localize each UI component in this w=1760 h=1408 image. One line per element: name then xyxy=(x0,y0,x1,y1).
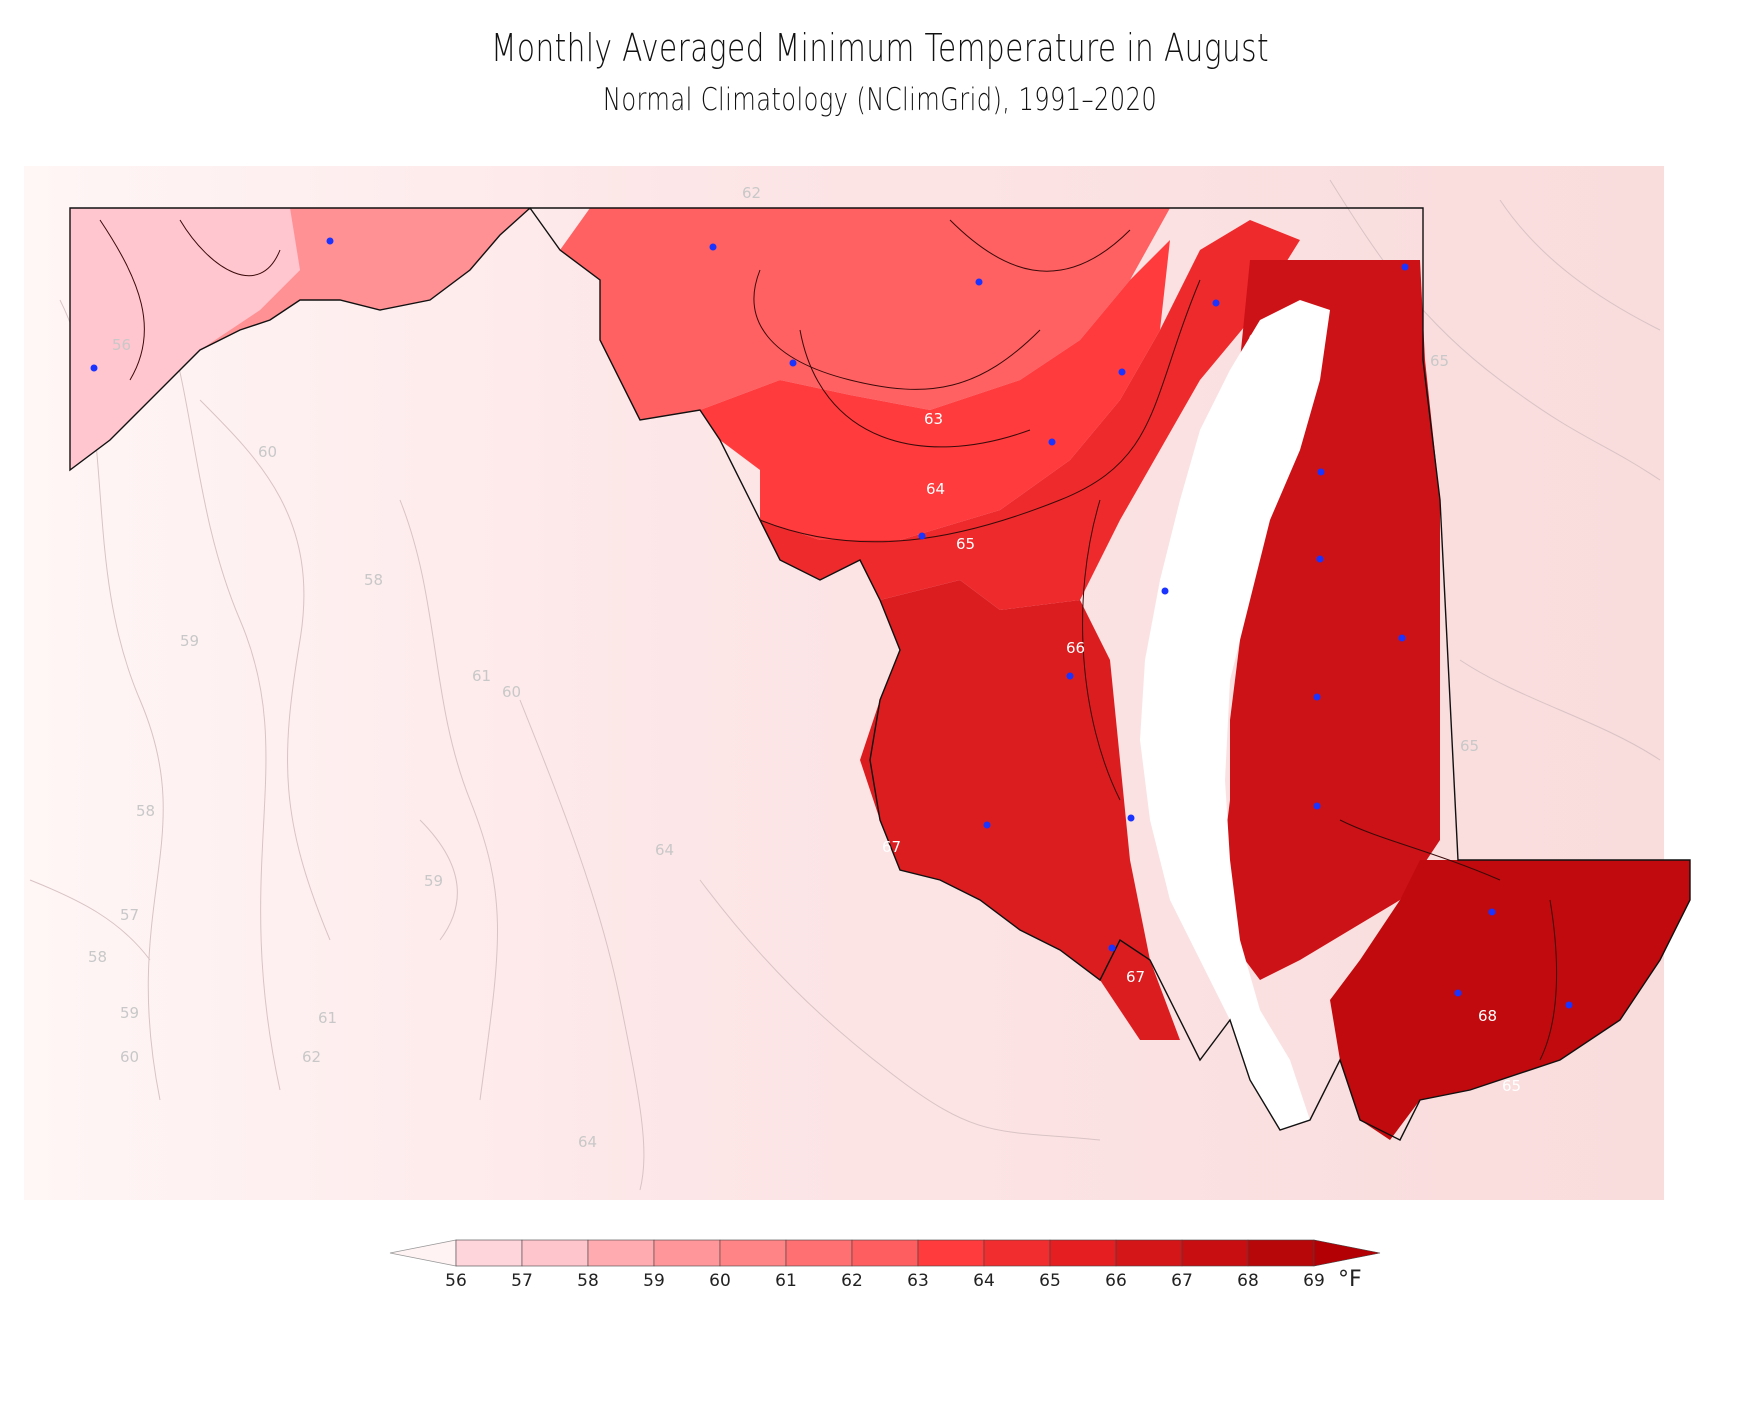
colorbar-segment xyxy=(917,1239,985,1267)
station-marker xyxy=(789,359,797,367)
colorbar-segment xyxy=(719,1239,787,1267)
chesapeake-bay xyxy=(1140,300,1330,1130)
zone-central-north xyxy=(560,208,1170,420)
contour-label: 58 xyxy=(88,948,107,966)
station-marker xyxy=(326,237,334,245)
station-marker xyxy=(1401,263,1409,271)
colorbar-tick-label: 56 xyxy=(445,1271,467,1291)
station-marker xyxy=(1066,672,1074,680)
colorbar-unit: °F xyxy=(1338,1267,1362,1292)
contour-label: 59 xyxy=(424,872,443,890)
station-marker xyxy=(1398,634,1406,642)
colorbar-tick-label: 65 xyxy=(1039,1271,1061,1291)
colorbar-segment xyxy=(983,1239,1051,1267)
contour-label: 65 xyxy=(1460,737,1479,755)
contour-labels-outside: 56 60 58 59 61 60 58 59 57 58 59 60 61 6… xyxy=(88,184,1479,1151)
station-marker xyxy=(1454,989,1462,997)
colorbar-arrow-low xyxy=(389,1239,457,1267)
state-boundary xyxy=(69,206,1691,1141)
colorbar-segment xyxy=(1115,1239,1183,1267)
station-marker xyxy=(1313,693,1321,701)
zone-southern-md xyxy=(860,580,1180,1040)
colorbar-arrow-high xyxy=(1313,1239,1381,1267)
colorbar-segment xyxy=(587,1239,655,1267)
colorbar-tick-label: 60 xyxy=(709,1271,731,1291)
colorbar-segment xyxy=(851,1239,919,1267)
station-marker xyxy=(1108,944,1116,952)
colorbar-tick-label: 57 xyxy=(511,1271,533,1291)
colorbar-tick-label: 58 xyxy=(577,1271,599,1291)
colorbar-tick-label: 69 xyxy=(1303,1271,1325,1291)
contour-label: 65 xyxy=(956,535,975,553)
contour-label: 65 xyxy=(1430,352,1449,370)
contour-label: 59 xyxy=(120,1004,139,1022)
colorbar-segment xyxy=(785,1239,853,1267)
colorbar-segment xyxy=(1247,1239,1315,1267)
station-marker xyxy=(1161,587,1169,595)
station-marker xyxy=(983,821,991,829)
station-marker xyxy=(1118,368,1126,376)
colorbar-tick-label: 66 xyxy=(1105,1271,1127,1291)
contour-label: 59 xyxy=(180,632,199,650)
contour-label: 60 xyxy=(120,1048,139,1066)
contour-label: 63 xyxy=(924,410,943,428)
contour-label: 67 xyxy=(1126,968,1145,986)
colorbar-segment xyxy=(455,1239,523,1267)
contour-label: 65 xyxy=(1502,1077,1521,1095)
station-marker xyxy=(1127,814,1135,822)
station-marker xyxy=(918,532,926,540)
contour-label: 61 xyxy=(472,667,491,685)
station-marker xyxy=(1048,438,1056,446)
map-subtitle: Normal Climatology (NClimGrid), 1991–202… xyxy=(602,82,1158,118)
station-marker xyxy=(709,243,717,251)
station-marker xyxy=(1316,555,1324,563)
contour-label: 62 xyxy=(302,1048,321,1066)
colorbar-tick-label: 61 xyxy=(775,1271,797,1291)
zone-lower-shore xyxy=(1330,860,1690,1140)
contour-label: 66 xyxy=(1066,639,1085,657)
contour-label: 56 xyxy=(112,336,131,354)
contour-label: 57 xyxy=(120,906,139,924)
contour-label: 64 xyxy=(655,841,674,859)
zone-western-mid xyxy=(200,208,530,350)
interior-contours xyxy=(99,219,1558,1061)
contour-label: 61 xyxy=(318,1009,337,1027)
zone-western xyxy=(70,208,330,470)
colorbar-tick-label: 64 xyxy=(973,1271,995,1291)
colorbar-segment xyxy=(1181,1239,1249,1267)
station-marker xyxy=(90,364,98,372)
contour-label: 66 xyxy=(1248,331,1267,349)
colorbar-tick-label: 62 xyxy=(841,1271,863,1291)
colorbar: 56 57 58 59 60 61 62 63 64 65 66 67 68 69 °F xyxy=(389,1239,1381,1292)
contour-labels-inside: 63 64 65 66 67 67 68 66 65 xyxy=(882,331,1521,1095)
colorbar-tick-label: 63 xyxy=(907,1271,929,1291)
contour-label: 68 xyxy=(1478,1007,1497,1025)
contour-label: 67 xyxy=(882,838,901,856)
station-marker xyxy=(975,278,983,286)
contour-label: 58 xyxy=(136,802,155,820)
contour-label: 58 xyxy=(364,571,383,589)
station-marker xyxy=(1565,1001,1573,1009)
map-title: Monthly Averaged Minimum Temperature in … xyxy=(490,26,1270,70)
colorbar-tick-label: 59 xyxy=(643,1271,665,1291)
colorbar-segment xyxy=(653,1239,721,1267)
colorbar-tick-label: 68 xyxy=(1237,1271,1259,1291)
colorbar-segment xyxy=(1049,1239,1117,1267)
zone-central-south xyxy=(760,220,1300,610)
contour-label: 60 xyxy=(258,443,277,461)
maryland-zones xyxy=(70,208,1690,1140)
contour-label: 62 xyxy=(742,184,761,202)
weather-stations xyxy=(90,237,1573,1009)
zone-central-band xyxy=(700,240,1170,540)
station-marker xyxy=(1488,908,1496,916)
colorbar-segment xyxy=(521,1239,589,1267)
station-marker xyxy=(1212,299,1220,307)
contour-label: 64 xyxy=(926,480,945,498)
contour-label: 64 xyxy=(578,1133,597,1151)
contour-label: 60 xyxy=(502,683,521,701)
colorbar-tick-label: 67 xyxy=(1171,1271,1193,1291)
station-marker xyxy=(1317,468,1325,476)
station-marker xyxy=(1313,802,1321,810)
